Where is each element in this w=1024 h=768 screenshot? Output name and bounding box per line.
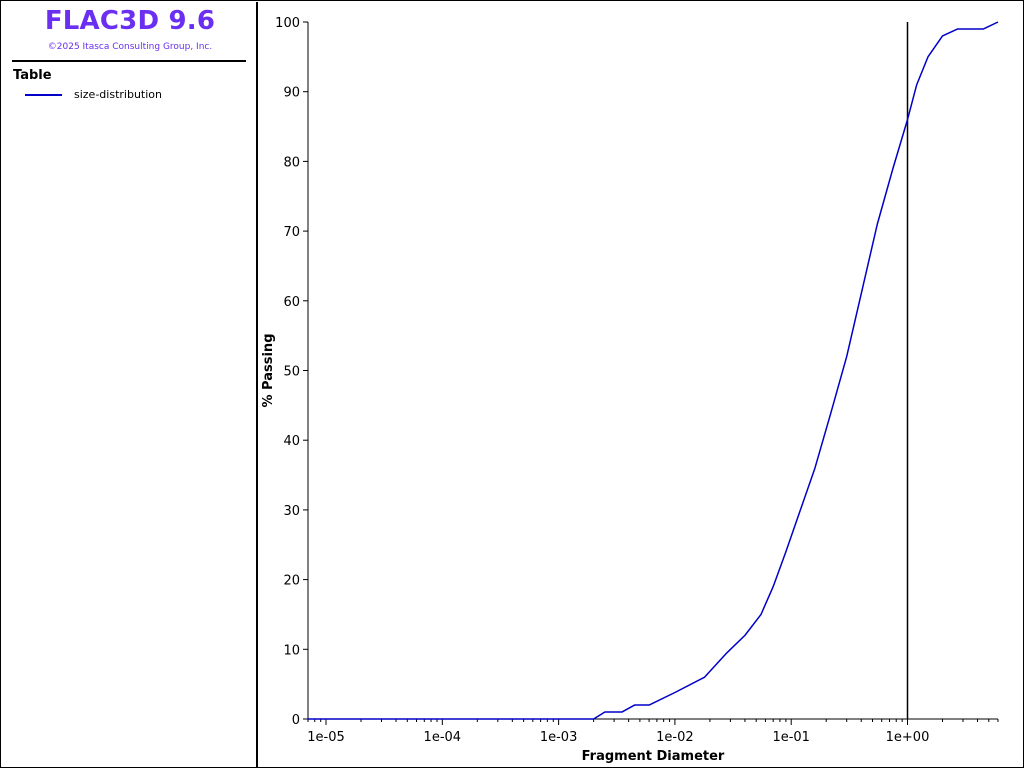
y-tick-label: 80 xyxy=(283,155,300,170)
y-tick-label: 100 xyxy=(275,16,300,31)
legend-line-swatch xyxy=(25,94,62,96)
title-divider xyxy=(12,60,246,62)
y-tick-label: 0 xyxy=(292,713,300,728)
x-tick-label: 1e-03 xyxy=(540,730,578,745)
x-tick-label: 1e-05 xyxy=(307,730,345,745)
y-tick-label: 20 xyxy=(283,574,300,589)
legend-panel: FLAC3D 9.6 ©2025 Itasca Consulting Group… xyxy=(2,2,258,767)
x-tick-label: 1e-04 xyxy=(424,730,462,745)
x-axis-title: Fragment Diameter xyxy=(582,749,725,764)
x-tick-label: 1e-01 xyxy=(772,730,810,745)
app-title: FLAC3D 9.6 xyxy=(44,6,216,36)
app-copyright: ©2025 Itasca Consulting Group, Inc. xyxy=(47,42,213,52)
y-tick-label: 40 xyxy=(283,434,300,449)
x-tick-label: 1e+00 xyxy=(886,730,930,745)
y-tick-label: 50 xyxy=(283,365,300,380)
y-tick-label: 70 xyxy=(283,225,300,240)
y-tick-label: 60 xyxy=(283,295,300,310)
y-axis-title: % Passing xyxy=(261,334,276,408)
series-line-size-distribution xyxy=(308,21,999,720)
y-tick-label: 10 xyxy=(283,643,300,658)
legend-entry-label: size-distribution xyxy=(74,88,162,101)
y-tick-label: 90 xyxy=(283,86,300,101)
legend-heading: Table xyxy=(13,68,52,83)
legend-entry-size-distribution[interactable]: size-distribution xyxy=(24,88,244,102)
x-tick-label: 1e-02 xyxy=(656,730,694,745)
y-tick-label: 30 xyxy=(283,504,300,519)
